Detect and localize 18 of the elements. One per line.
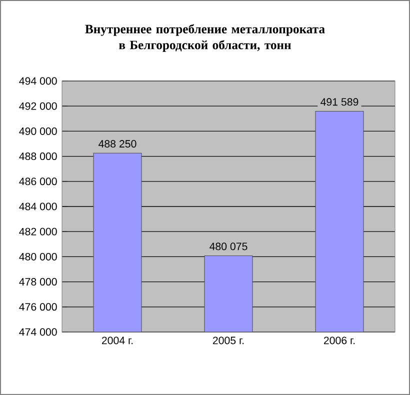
y-tick-label: 492 000 (19, 102, 57, 110)
y-tick-label: 490 000 (19, 127, 57, 135)
y-tick-label: 478 000 (19, 278, 57, 286)
x-tick-label: 2006 г. (324, 336, 355, 344)
y-tick-label: 494 000 (19, 77, 57, 85)
x-tick-label: 2005 г. (212, 336, 244, 344)
x-tick-label: 2004 г. (102, 336, 133, 344)
data-label: 491 589 (320, 98, 358, 106)
y-tick-label: 482 000 (19, 228, 57, 236)
data-label: 488 250 (98, 140, 136, 148)
y-tick-label: 474 000 (19, 328, 57, 336)
data-label: 480 075 (210, 242, 248, 250)
y-tick-label: 484 000 (19, 202, 57, 210)
chart-title: Внутреннее потребление металлопроката в Белгородской области, тонн (85, 24, 325, 52)
y-tick-label: 480 000 (19, 252, 57, 260)
y-tick-label: 486 000 (19, 178, 57, 186)
y-tick-label: 488 000 (19, 152, 57, 160)
y-tick-label: 476 000 (19, 303, 57, 311)
